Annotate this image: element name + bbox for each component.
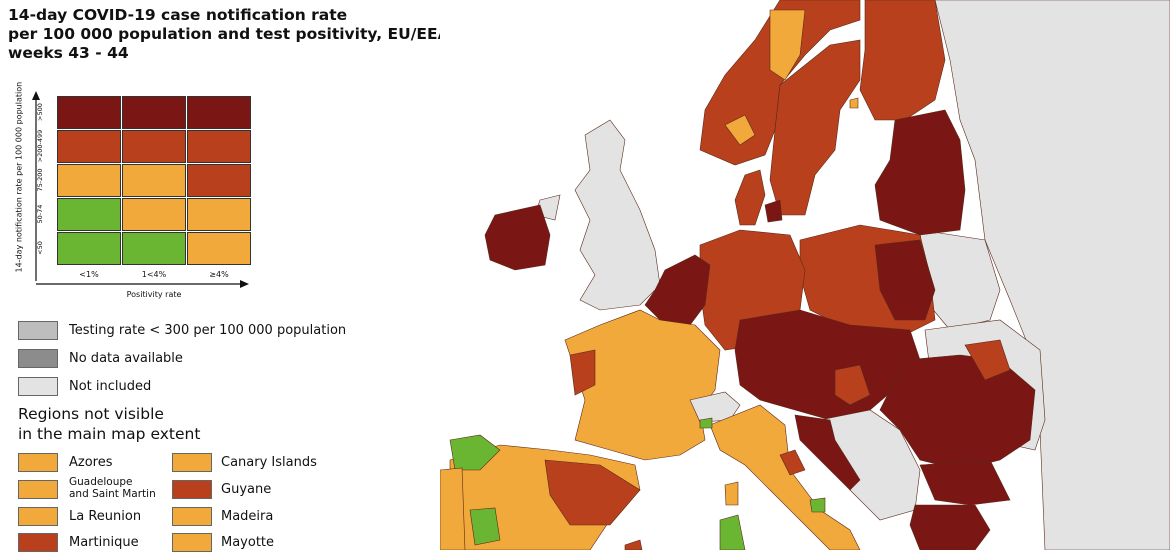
region-portugal [440, 467, 466, 550]
matrix-column-label: <1% [79, 270, 99, 279]
region-spain-north-green [449, 434, 501, 471]
region-corsica [724, 481, 739, 506]
region-swatch-mayotte [172, 533, 212, 552]
matrix-cell [57, 232, 121, 265]
region-malta [624, 539, 643, 550]
matrix-row-label: 75-200 [36, 168, 44, 192]
x-axis-arrow-icon [240, 280, 249, 288]
matrix-cell [122, 96, 186, 129]
region-great-britain [574, 119, 661, 311]
region-france-west [569, 349, 596, 396]
matrix-cell [122, 232, 186, 265]
legend-label-testing: Testing rate < 300 per 100 000 populatio… [69, 323, 347, 338]
regions-heading-line-2: in the main map extent [18, 425, 201, 443]
region-hungary-centre [834, 364, 871, 406]
matrix-column-label: 1<4% [141, 270, 167, 279]
region-label-azores: Azores [69, 455, 113, 470]
matrix-cell [187, 96, 251, 129]
matrix-x-axis-label: Positivity rate [126, 290, 182, 299]
region-denmark [734, 169, 766, 226]
region-label-guadeloupe: Guadeloupe and Saint Martin [69, 476, 156, 500]
matrix-row-label: 50-74 [36, 204, 44, 224]
title-line-1: 14-day COVID-19 case notification rate [8, 6, 348, 24]
matrix-column-label: ≥4% [209, 270, 229, 279]
title-line-2: per 100 000 population and test positivi… [8, 25, 450, 43]
region-italy-south-green [809, 497, 826, 513]
matrix-cell [122, 198, 186, 231]
matrix-cell [187, 232, 251, 265]
region-swatch-martinique [18, 533, 58, 552]
region-ireland [484, 204, 551, 271]
region-gotland [849, 97, 859, 109]
matrix-cell [57, 130, 121, 163]
matrix-row-label: >500 [36, 103, 44, 121]
region-norway-oslo [769, 9, 806, 81]
region-swatch-canary-islands [172, 453, 212, 472]
matrix-axes [32, 91, 249, 288]
legend-swatch-nodata [18, 349, 58, 368]
region-swatch-guadeloupe [18, 480, 58, 499]
region-label-la-reunion: La Reunion [69, 509, 142, 524]
region-italy-rust [779, 449, 806, 476]
region-greece [909, 504, 991, 550]
region-label-mayotte: Mayotte [221, 535, 275, 550]
region-label-guadeloupe-line-1: Guadeloupe [69, 476, 133, 488]
region-switzerland [689, 391, 741, 423]
rate-positivity-matrix: 14-day notification rate per 100 000 pop… [0, 82, 260, 305]
region-swatch-la-reunion [18, 507, 58, 526]
region-label-guadeloupe-line-2: and Saint Martin [69, 488, 156, 500]
matrix-cell [187, 164, 251, 197]
matrix-cell [57, 96, 121, 129]
region-denmark-zealand [764, 199, 783, 223]
region-norway-south [724, 114, 756, 146]
region-russia [934, 0, 1170, 550]
region-spain-centre-green [469, 507, 501, 546]
region-swatch-madeira [172, 507, 212, 526]
matrix-row-label: <50 [36, 241, 44, 255]
region-swatch-azores [18, 453, 58, 472]
region-label-madeira: Madeira [221, 509, 274, 524]
matrix-cell [187, 198, 251, 231]
europe-map [440, 0, 1170, 550]
matrix-row-label: >200-499 [36, 129, 44, 163]
region-label-guyane: Guyane [221, 482, 272, 497]
title-line-3: weeks 43 - 44 [8, 44, 129, 62]
region-croatia [794, 414, 861, 491]
y-axis-arrow-icon [32, 91, 40, 100]
region-poland-east [874, 239, 936, 321]
region-baltics [874, 109, 966, 236]
legend-label-notincluded: Not included [69, 379, 152, 394]
region-label-canary-islands: Canary Islands [221, 455, 317, 470]
legend-swatch-notincluded [18, 377, 58, 396]
regions-heading-line-1: Regions not visible [18, 405, 164, 423]
region-sweden [769, 39, 861, 216]
regions-heading: Regions not visible in the main map exte… [18, 404, 200, 444]
region-swatch-guyane [172, 480, 212, 499]
region-italy [709, 404, 861, 550]
region-italy-green [699, 417, 713, 429]
region-finland [859, 0, 946, 121]
region-romania-north [964, 339, 1011, 381]
legend-swatch-testing [18, 321, 58, 340]
region-bulgaria [919, 459, 1011, 506]
matrix-cell [57, 198, 121, 231]
matrix-cell [122, 130, 186, 163]
matrix-cell [122, 164, 186, 197]
region-label-martinique: Martinique [69, 535, 139, 550]
matrix-cell [187, 130, 251, 163]
region-sardinia [719, 514, 746, 550]
region-spain-rust [544, 459, 641, 526]
map-title: 14-day COVID-19 case notification rate p… [8, 6, 478, 63]
legend-label-nodata: No data available [69, 351, 183, 366]
matrix-cell [57, 164, 121, 197]
